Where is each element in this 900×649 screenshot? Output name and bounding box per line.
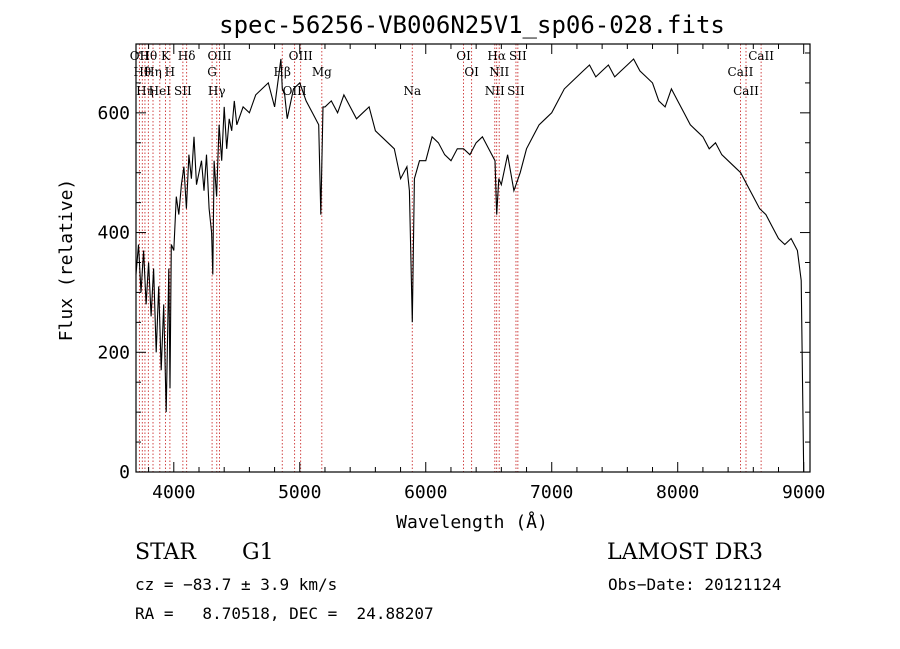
line-label: Hα [487,49,506,63]
y-axis-label: Flux (relative) [56,179,77,342]
x-tick-label: 4000 [152,482,195,503]
object-subclass: G1 [242,540,274,565]
line-label: Mg [312,65,332,79]
y-tick-label: 0 [119,462,130,483]
line-label: OIII [283,84,307,98]
line-label: Hθ [139,49,157,63]
x-tick-label: 5000 [278,482,321,503]
line-label: Hη [136,84,154,98]
line-label: SII [509,49,527,63]
line-label: OIII [289,49,313,63]
line-label: HeI [149,84,172,98]
line-label: Hβ [274,65,291,79]
x-tick-label: 8000 [656,482,699,503]
survey-name: LAMOST DR3 [607,540,763,565]
line-label: CaII [748,49,774,63]
line-label: Na [403,84,421,98]
axis-ticks: 4000 5000 6000 7000 8000 9000 0 200 400 600 [97,44,825,503]
observation-date: Obs−Date: 20121124 [608,575,782,594]
x-tick-label: 9000 [782,482,825,503]
chart-title: spec-56256-VB006N25V1_sp06-028.fits [219,11,725,39]
line-label: Hη [144,65,162,79]
line-label: SII [507,84,525,98]
plot-frame [135,43,811,473]
line-label: Hγ [208,84,226,98]
redshift-cz: cz = −83.7 ± 3.9 km/s [135,575,338,594]
y-tick-label: 200 [97,342,130,363]
object-class: STAR [135,540,196,565]
line-label: NII [485,84,505,98]
line-label: OI [456,49,471,63]
line-label: G [207,65,217,79]
y-tick-label: 400 [97,223,130,244]
line-label: Hδ [178,49,196,63]
line-label: K [161,49,171,63]
line-label: CaII [733,84,759,98]
y-tick-label: 600 [97,103,130,124]
line-label: OIII [207,49,231,63]
x-tick-label: 6000 [404,482,447,503]
line-markers: OIIHθHηHθHηHeIKHSIIHδGHγOIIIHβOIIIOIIIMg… [130,44,774,472]
line-label: NII [489,65,509,79]
line-label: SII [174,84,192,98]
x-axis-label: Wavelength (Å) [396,511,548,533]
line-label: CaII [728,65,754,79]
spectrum-line [135,58,805,473]
line-label: OII [130,49,150,63]
coordinates: RA = 8.70518, DEC = 24.88207 [135,604,434,623]
line-label: H [165,65,175,79]
line-label: OI [464,65,479,79]
line-label: Hθ [133,65,151,79]
x-tick-label: 7000 [530,482,573,503]
